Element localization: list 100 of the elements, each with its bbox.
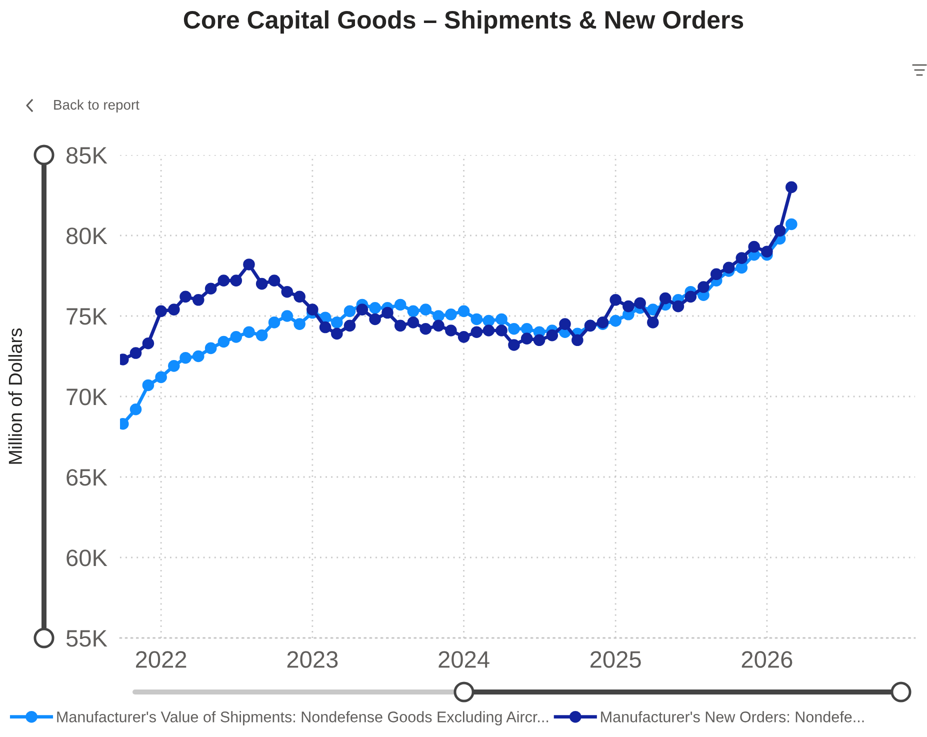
point [142, 379, 154, 392]
y-tick-label: 70K [66, 388, 108, 406]
point [330, 328, 343, 340]
point [294, 290, 306, 303]
y-tick-label: 85K [66, 147, 108, 164]
legend-label: Manufacturer's Value of Shipments: Nondefense Goods Excluding Aircr... [57, 711, 548, 726]
point [496, 324, 508, 336]
point [394, 320, 406, 332]
y-tick-label: 80K [66, 228, 108, 244]
point [218, 336, 230, 348]
point [130, 347, 142, 359]
point [736, 252, 748, 264]
point [230, 331, 242, 343]
text: Back to report [54, 100, 140, 112]
x-tick-label: 2024 [438, 651, 490, 668]
point [533, 334, 546, 346]
point [748, 240, 760, 253]
point [445, 308, 457, 320]
point [520, 322, 533, 335]
point [344, 305, 356, 318]
point [659, 292, 672, 304]
point [130, 403, 142, 416]
point [432, 310, 444, 322]
point [786, 181, 798, 194]
point [647, 304, 659, 316]
point [761, 246, 773, 258]
point [306, 304, 318, 316]
point [722, 262, 735, 274]
point [508, 339, 520, 351]
point [243, 258, 255, 270]
point [319, 321, 332, 334]
point [496, 313, 508, 326]
point [610, 314, 622, 327]
x-tick-label: 2023 [287, 651, 338, 668]
point [356, 304, 368, 316]
chart-title: Core Capital Goods – Shipments & New Orders [184, 10, 744, 34]
point [634, 297, 646, 310]
x-tick-label: 2022 [136, 651, 186, 668]
y-tick-label: 65K [66, 469, 108, 486]
point [268, 316, 280, 328]
point [520, 332, 533, 344]
point [710, 268, 722, 280]
point [256, 278, 268, 290]
point [180, 352, 192, 364]
point [559, 318, 571, 330]
point [204, 342, 217, 354]
point [622, 300, 634, 312]
point [218, 274, 230, 286]
point [508, 322, 520, 335]
point [420, 304, 432, 316]
point [268, 274, 280, 286]
point [155, 305, 167, 318]
point [330, 316, 343, 328]
point [736, 262, 748, 274]
point [407, 316, 420, 328]
y-tick-label: 60K [66, 550, 108, 566]
x-tick-label: 2026 [742, 651, 792, 668]
point [192, 294, 204, 306]
point [458, 331, 470, 343]
point [382, 306, 394, 319]
y-tick-label: 75K [66, 308, 108, 325]
legend-label: Manufacturer's New Orders: Nondefe... [601, 711, 864, 722]
point [281, 286, 294, 298]
point [155, 371, 167, 384]
point [369, 313, 381, 326]
point [344, 320, 356, 332]
point [407, 305, 420, 318]
point [281, 310, 294, 322]
x-tick-label: 2025 [590, 651, 641, 668]
point [192, 350, 204, 362]
point [230, 274, 242, 286]
point [470, 326, 483, 338]
point [647, 316, 659, 328]
point [420, 322, 432, 335]
point [168, 360, 180, 372]
point [546, 329, 558, 342]
point [445, 324, 457, 336]
point [204, 282, 217, 295]
point [243, 326, 255, 338]
point [168, 304, 180, 316]
point [482, 314, 495, 327]
point [180, 290, 192, 303]
point [572, 334, 584, 346]
point [698, 281, 710, 293]
point [394, 298, 406, 311]
point [369, 302, 381, 314]
point [774, 224, 786, 237]
point [786, 218, 798, 230]
point [684, 290, 697, 303]
point [470, 313, 483, 326]
point [458, 305, 470, 318]
point [610, 294, 622, 306]
point [294, 318, 306, 330]
point [672, 300, 684, 312]
point [482, 324, 495, 336]
y-axis-title: Million of Dollars [8, 328, 22, 464]
point [432, 320, 444, 332]
point [256, 329, 268, 342]
y-tick-label: 55K [66, 630, 108, 647]
point [142, 337, 154, 350]
